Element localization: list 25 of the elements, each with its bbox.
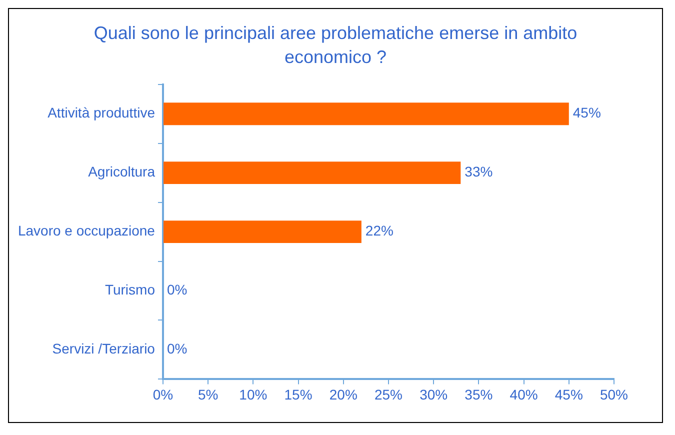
x-tick-label: 20% (329, 386, 358, 402)
x-tick-label: 40% (510, 386, 538, 402)
y-tick-label: Lavoro e occupazione (18, 222, 156, 239)
data-label: 0% (166, 340, 188, 357)
bar (163, 102, 569, 126)
x-tick-label: 45% (554, 386, 583, 402)
data-label: 33% (464, 164, 493, 180)
chart-title: Quali sono le principali aree problematiche emerse in ambito economico ? (92, 22, 578, 69)
x-tick-label: 5% (198, 386, 218, 402)
y-tick-label: Turismo (104, 282, 156, 298)
x-tick-label: 10% (239, 386, 268, 402)
y-tick-label: Servizi /Terziario (52, 340, 156, 357)
data-label: 0% (166, 282, 188, 298)
data-label: 22% (365, 222, 394, 239)
y-tick-label: Agricoltura (88, 164, 156, 180)
x-tick-label: 25% (374, 386, 403, 402)
x-tick-label: 15% (284, 386, 312, 402)
bar (163, 162, 461, 184)
x-tick-label: 35% (464, 386, 493, 402)
x-tick-label: 0% (152, 386, 174, 402)
x-tick-label: 30% (420, 386, 448, 402)
bar (163, 220, 362, 244)
y-tick-label: Attività produttive (48, 104, 156, 121)
data-label: 45% (572, 104, 601, 121)
x-tick-label: 50% (600, 386, 628, 402)
